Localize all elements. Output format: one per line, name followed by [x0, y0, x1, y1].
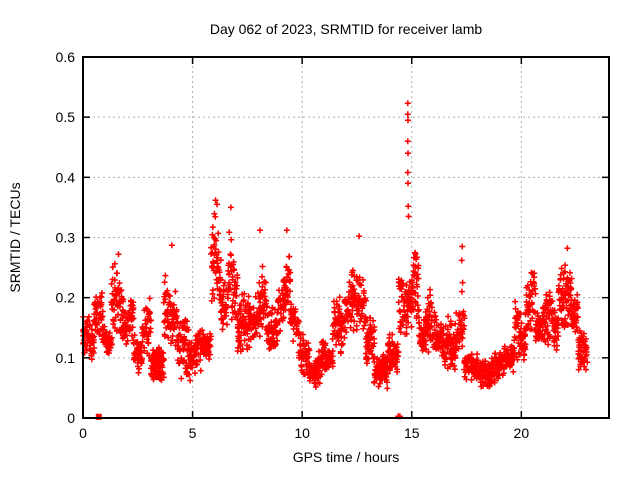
y-axis-label: SRMTID / TECUs	[7, 182, 23, 292]
y-tick-label: 0.1	[56, 350, 76, 366]
data-layer	[80, 100, 591, 420]
y-tick-label: 0.4	[56, 169, 76, 185]
y-tick-label: 0.3	[56, 230, 76, 246]
y-tick-label: 0	[67, 410, 75, 426]
y-tick-label: 0.5	[56, 109, 76, 125]
x-tick-label: 5	[189, 425, 197, 441]
x-axis-label: GPS time / hours	[293, 449, 400, 465]
x-tick-label: 20	[514, 425, 530, 441]
x-tick-label: 15	[404, 425, 420, 441]
y-tick-label: 0.6	[56, 49, 76, 65]
x-tick-label: 10	[294, 425, 310, 441]
chart-title: Day 062 of 2023, SRMTID for receiver lam…	[210, 21, 483, 37]
tick-labels: 0 5 10 15 20 0 0.1 0.2 0.3 0.4 0.5 0.6	[56, 49, 530, 441]
y-tick-label: 0.2	[56, 290, 76, 306]
plot-border	[82, 56, 610, 419]
data-point-square	[95, 413, 102, 420]
data-point-square	[154, 374, 161, 381]
x-tick-label: 0	[79, 425, 87, 441]
